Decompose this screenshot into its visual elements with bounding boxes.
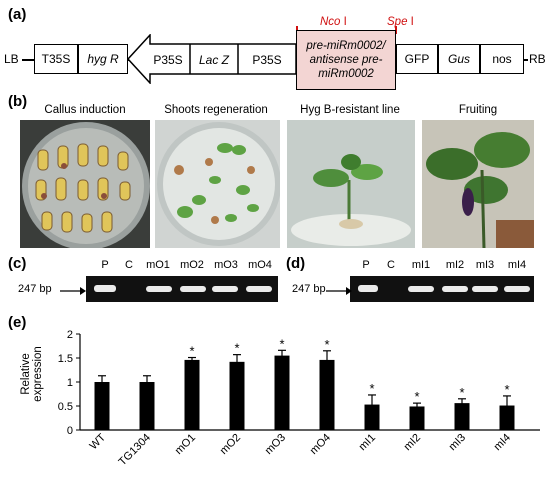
gel-c-arrow-icon	[60, 287, 86, 295]
shoots-regeneration-photo	[155, 120, 280, 248]
y-tick-label: 0	[67, 425, 73, 437]
bar-mo3	[274, 355, 290, 430]
panel-a-label: (a)	[8, 6, 27, 23]
hygr-box: hyg R	[78, 44, 128, 74]
photo-title-hygb: Hyg B-resistant line	[300, 104, 400, 116]
rb-label: RB	[529, 52, 546, 66]
x-tick-label-mi1: mI1	[357, 432, 378, 453]
gel-c-lane-c: C	[125, 259, 133, 271]
gus-box: Gus	[438, 44, 480, 74]
x-tick-label-mi4: mI4	[492, 432, 513, 453]
gel-d-lane-c: C	[387, 259, 395, 271]
panel-b-label: (b)	[8, 93, 28, 110]
y-tick-label: 0.5	[58, 401, 73, 413]
gel-d-image	[350, 276, 534, 302]
insert-line-1: pre-miRm0002/	[306, 40, 386, 52]
gel-d-lane-mi1: mI1	[411, 259, 431, 271]
nco-site-suffix: I	[340, 16, 347, 28]
x-tick-label-mo4: mO4	[308, 432, 333, 457]
p35s-right-label: P35S	[252, 53, 282, 67]
x-tick-label-mo3: mO3	[263, 432, 288, 457]
gel-c-lane-mo4: mO4	[248, 259, 272, 271]
bar-tg1304	[139, 382, 155, 430]
panel-c-label: (c)	[8, 255, 27, 272]
significance-star: *	[279, 336, 284, 351]
lacz-label: Lac Z	[198, 53, 229, 67]
bar-mo2	[229, 361, 245, 430]
bar-mi4	[499, 405, 515, 430]
x-tick-label-mo1: mO1	[173, 432, 198, 457]
t35s-box: T35S	[34, 44, 78, 74]
significance-star: *	[324, 337, 329, 352]
bar-mi3	[454, 403, 470, 430]
x-tick-label-mo2: mO2	[218, 432, 243, 457]
spe-site-label: Spe I	[387, 12, 414, 30]
gel-c-image	[86, 276, 278, 302]
panel-d-label: (d)	[286, 255, 306, 272]
gfp-box: GFP	[396, 44, 438, 74]
spe-site-name: Spe	[387, 16, 408, 28]
significance-star: *	[189, 344, 194, 359]
gel-c-lane-mo1: mO1	[146, 259, 170, 271]
callus-induction-photo	[20, 120, 150, 248]
gel-d-size-label: 247 bp	[292, 283, 326, 295]
photo-title-fruiting: Fruiting	[458, 104, 498, 116]
photo-title-callus: Callus induction	[44, 104, 126, 116]
bar-mi2	[409, 406, 425, 430]
p35s-left-label: P35S	[153, 53, 183, 67]
nos-box: nos	[480, 44, 524, 74]
bar-mo4	[319, 359, 335, 430]
bar-mi1	[364, 404, 380, 430]
photo-title-shoots: Shoots regeneration	[164, 104, 268, 116]
x-tick-label-mi3: mI3	[447, 432, 468, 453]
gel-d-lane-mi3: mI3	[475, 259, 495, 271]
gel-c-size-label: 247 bp	[18, 283, 52, 295]
gel-d-lane-p: P	[362, 259, 370, 271]
significance-star: *	[369, 381, 374, 396]
y-tick-label: 1.5	[58, 353, 73, 365]
y-tick-label: 1	[67, 377, 73, 389]
bar-wt	[94, 382, 110, 430]
x-tick-label-tg1304: TG1304	[117, 432, 154, 469]
gel-c-lane-p: P	[101, 259, 109, 271]
pre-mirna-insert: pre-miRm0002/ antisense pre- miRm0002	[296, 30, 396, 90]
significance-star: *	[504, 382, 509, 397]
fruiting-photo	[422, 120, 534, 248]
significance-star: *	[234, 341, 239, 356]
panel-e-label: (e)	[8, 314, 27, 331]
lb-label: LB	[4, 52, 19, 66]
gel-d-arrow-icon	[326, 287, 352, 295]
gel-d-lane-mi4: mI4	[507, 259, 527, 271]
gel-c-lane-mo2: mO2	[180, 259, 204, 271]
insert-line-3: miRm0002	[318, 68, 374, 80]
gel-c-lane-mo3: mO3	[214, 259, 238, 271]
hygb-resistant-line-photo	[287, 120, 415, 248]
significance-star: *	[414, 389, 419, 404]
significance-star: *	[459, 385, 464, 400]
y-tick-label: 2	[67, 329, 73, 341]
insert-line-2: antisense pre-	[309, 54, 383, 66]
spe-site-suffix: I	[407, 16, 414, 28]
nco-site-label: Nco I	[320, 12, 347, 30]
bar-mo1	[184, 359, 200, 430]
nco-site-name: Nco	[320, 16, 341, 28]
x-tick-label-mi2: mI2	[402, 432, 423, 453]
gel-d-lane-mi2: mI2	[445, 259, 465, 271]
x-tick-label-wt: WT	[88, 431, 109, 452]
relative-expression-bar-chart: 0 0.5 1 1.5 2 * * * * * * * * WT TG1304 mO1 mO2 mO3 mO4 m…	[58, 329, 540, 469]
